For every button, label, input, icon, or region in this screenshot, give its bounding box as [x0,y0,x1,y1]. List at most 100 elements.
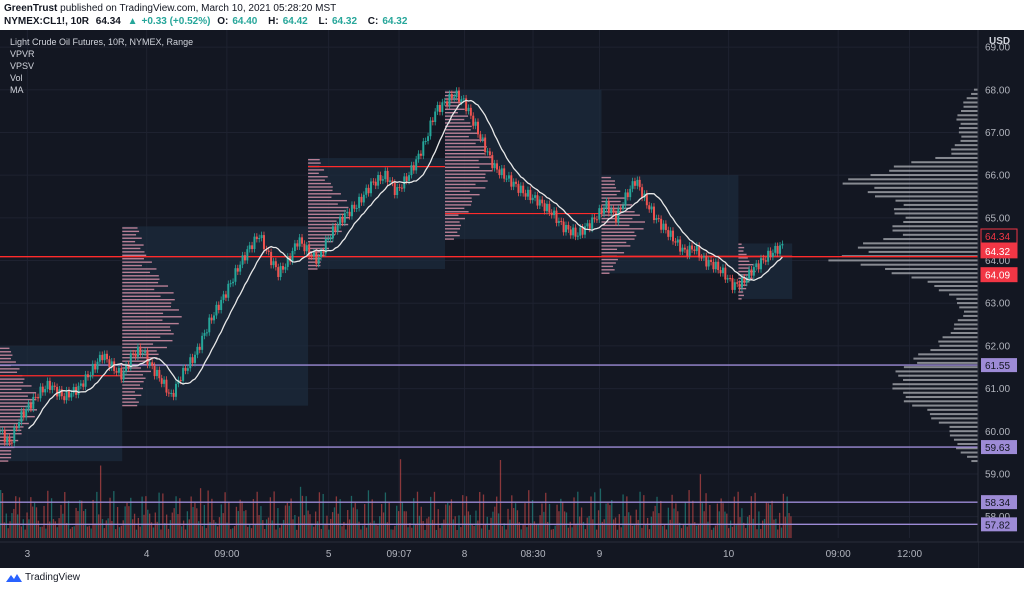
range-profile-bar [898,374,978,377]
candle-body [462,98,465,100]
legend-indicator-vpsv[interactable]: VPSV [10,61,35,71]
volume-bar [49,521,51,538]
session-profile-bar [444,101,461,104]
volume-bar [333,507,336,538]
volume-bar [733,496,736,538]
session-profile-bar [0,347,10,350]
volume-bar [628,512,630,538]
author-name[interactable]: GreenTrust [4,3,58,14]
volume-bar [247,526,249,538]
volume-bar [386,522,388,538]
session-profile-bar [601,224,630,227]
candle-body [215,304,218,316]
candle-body [369,181,372,194]
candle-body [467,107,470,112]
range-profile-bar [971,92,978,95]
close-label: C: [367,16,379,27]
volume-bar [39,526,41,538]
session-profile-bar [0,422,29,425]
session-profile-bar [122,346,167,349]
session-profile-bar [444,132,480,134]
legend-indicator-vpvr[interactable]: VPVR [10,49,35,59]
candle-body [303,243,306,252]
volume-bar [24,529,26,538]
volume-bar [220,504,222,538]
candle-body [60,389,63,397]
volume-bar [267,517,270,538]
volume-bar [611,500,613,538]
range-profile-bar [963,105,978,108]
symbol-name[interactable]: NYMEX:CL1!, 10R [4,16,90,27]
volume-bar [277,508,279,538]
candle-body [457,90,460,102]
session-profile-bar [444,129,471,131]
volume-bar [748,515,751,538]
candle-body [355,208,358,210]
session-profile-bar [122,234,137,236]
volume-bar [3,522,6,538]
volume-bar [290,498,292,538]
candle-body [415,159,418,171]
candle-body [465,98,468,112]
volume-bar [579,516,581,538]
volume-bar [682,524,685,538]
candle-body [65,390,68,401]
candle-body [507,175,510,179]
range-profile-bar [913,357,978,360]
session-profile-bar [738,253,747,256]
volume-bar [294,514,296,538]
candle-body [343,213,346,223]
volume-bar [111,520,113,538]
legend-indicator-vol[interactable]: Vol [10,73,23,83]
candle-body [289,256,292,262]
candle-body [686,249,689,256]
time-tick-label: 10 [723,549,735,560]
volume-bar [196,508,198,538]
session-profile-bar [601,200,621,203]
legend-indicator-ma[interactable]: MA [10,85,24,95]
volume-bar [596,529,598,538]
legend-title[interactable]: Light Crude Oil Futures, 10R, NYMEX, Ran… [10,37,194,47]
candle-body [672,230,675,242]
candle-body [22,411,25,418]
footer-brand[interactable]: TradingView [25,572,81,583]
candle-body [312,252,315,257]
range-profile-bar [956,447,978,450]
candle-body [170,392,173,394]
volume-bar [646,517,649,538]
volume-bar [203,504,206,538]
volume-bar [499,460,502,538]
session-profile-bar [308,234,335,236]
range-profile-bar [891,272,978,275]
session-profile-bar [444,221,460,223]
range-profile-bar [929,413,978,416]
chart-legend: Light Crude Oil Futures, 10R, NYMEX, Ran… [10,36,193,96]
candle-body [607,200,610,214]
volume-bar [254,523,256,538]
candle-body [106,353,109,360]
candle-body [488,151,491,156]
candle-body [755,263,758,268]
volume-bar [109,497,111,538]
candle-body [781,243,784,246]
session-profile-bar [444,228,461,230]
volume-bar [518,522,520,538]
volume-bar [330,518,332,538]
session-profile-bar [601,248,618,251]
volume-bar [607,503,609,538]
candle-body [496,163,499,170]
session-profile-bar [0,361,16,363]
high-label: H: [268,16,279,27]
open-value: 64.40 [232,16,258,27]
session-profile-bar [444,197,472,199]
session-profile-bar [738,291,744,293]
price-tick-label: 63.00 [985,299,1010,310]
candle-body [315,252,318,264]
volume-bar [103,528,106,538]
candle-body [557,221,560,223]
session-profile-bar [0,392,37,394]
volume-bar [679,522,681,538]
candle-body [386,170,389,182]
tradingview-logo-icon[interactable] [6,573,22,583]
